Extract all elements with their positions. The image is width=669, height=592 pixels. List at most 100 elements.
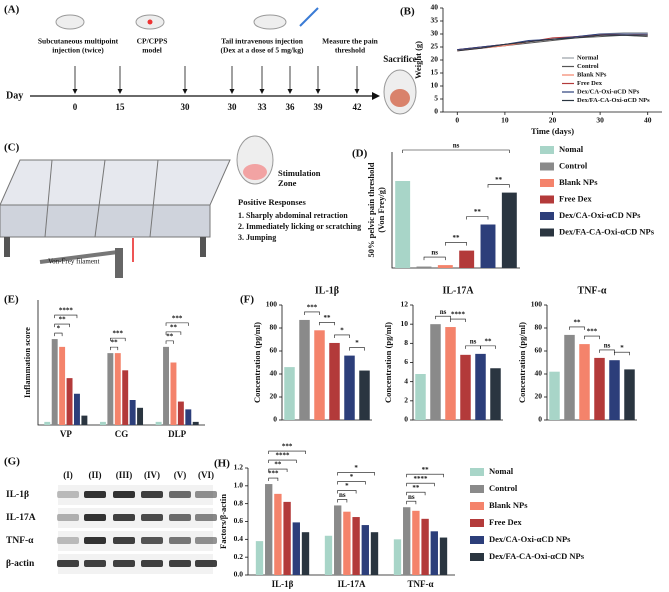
end-label: Sacrifice [383, 54, 416, 64]
row-label: β-actin [6, 559, 35, 569]
blot-art [58, 485, 213, 574]
bar [490, 368, 501, 420]
x-axis-label: Time (days) [531, 126, 574, 136]
sig-bracket [450, 318, 466, 323]
sig-label: **** [451, 311, 466, 319]
y-tick-label: 0 [538, 415, 542, 424]
sig-label: ** [574, 319, 582, 327]
legend-swatch [540, 195, 554, 204]
blot-band [169, 560, 191, 567]
day-arrow-head [354, 89, 360, 94]
blot-band [113, 537, 135, 544]
sig-bracket [406, 482, 435, 487]
bar [299, 319, 310, 420]
bar [412, 510, 420, 575]
day-tick-label: 15 [116, 102, 126, 112]
legend-label: Dex/FA-CA-Oxi-αCD NPs [559, 226, 655, 236]
y-tick-label: 10 [431, 81, 439, 90]
bar [44, 421, 51, 425]
bar [324, 535, 333, 575]
y-axis-label: Inflammation score [22, 327, 32, 398]
sig-bracket [465, 345, 481, 349]
bar [359, 370, 370, 420]
sig-label: **** [276, 452, 291, 460]
y-axis-label: 50% pelvic pain threshold [366, 162, 376, 257]
legend-swatch [470, 502, 484, 510]
bar [395, 181, 411, 268]
x-tick-label: 20 [549, 116, 557, 125]
y-tick-label: 0.8 [234, 498, 244, 507]
bar [480, 224, 496, 268]
blot-band [84, 560, 106, 567]
blot-band [195, 514, 217, 521]
legend-label: Nomal [489, 466, 514, 476]
sig-bracket [402, 149, 510, 153]
sig-label: ns [431, 249, 438, 257]
y-tick-label: 60 [535, 346, 543, 355]
y-tick-label: 0 [273, 415, 277, 424]
x-tick-label: 10 [501, 116, 509, 125]
sig-label: **** [59, 307, 74, 315]
sig-label: **** [414, 475, 429, 483]
sig-bracket [337, 481, 366, 485]
bar [624, 369, 635, 420]
bar [579, 344, 590, 420]
sig-bracket [268, 477, 279, 482]
y-axis-label: Concentration (pg/ml) [383, 322, 393, 403]
row-label: IL-1β [6, 490, 29, 500]
y-tick-label: 6 [404, 357, 408, 366]
sig-label: ** [170, 323, 178, 331]
sig-bracket [614, 351, 630, 356]
y-tick-label: 40 [535, 369, 543, 378]
bar [475, 353, 486, 420]
panel-label: (B) [400, 6, 415, 18]
y-tick-label: 5 [434, 94, 438, 103]
y-tick-label: 0 [404, 415, 408, 424]
zone-label: Zone [278, 178, 297, 188]
legend-label: Control [489, 483, 518, 493]
bar [437, 265, 453, 268]
bar [439, 537, 448, 575]
legend-label: Dex/FA-CA-Oxi-αCD NPs [489, 551, 585, 561]
response-item: 1. Sharply abdominal retraction [238, 211, 348, 220]
blot-band [84, 514, 106, 521]
y-tick-label: 30 [431, 29, 439, 38]
legend-label: Free Dex [577, 80, 603, 87]
day-arrow-head [315, 89, 321, 94]
step-label: Tail intravenous injection [221, 37, 304, 46]
bar [163, 346, 170, 425]
x-tick-label: IL-17A [337, 579, 366, 589]
day-arrow-head [182, 89, 188, 94]
sig-bracket [268, 450, 306, 455]
blot-band [57, 491, 79, 498]
sig-label: ** [274, 461, 282, 469]
y-tick-label: 10 [401, 319, 409, 328]
blot-band [141, 514, 163, 521]
blot-band [195, 560, 217, 567]
bar [99, 421, 106, 425]
sig-label: ** [111, 339, 119, 347]
response-item: 2. Immediately licking or scratching [238, 222, 361, 231]
blot-band [113, 514, 135, 521]
bar [114, 353, 121, 425]
y-tick-label: 2 [404, 396, 408, 405]
y-tick-label: 100 [531, 300, 543, 309]
axes [412, 305, 503, 421]
step-label: injection (twice) [52, 46, 104, 55]
sig-label: *** [268, 470, 279, 478]
sig-label: * [350, 473, 354, 481]
bar [334, 505, 342, 575]
y-axis-label: Factors/β-actin [218, 494, 228, 549]
sig-label: ** [422, 466, 430, 474]
chart-title: IL-17A [442, 285, 474, 296]
day-arrow-head [229, 89, 235, 94]
axes [546, 305, 637, 421]
step-label: Measure the pain [322, 37, 379, 46]
legend-swatch [470, 468, 484, 476]
y-tick-label: 4 [404, 376, 408, 385]
sig-bracket [435, 315, 451, 320]
y-tick-label: 25 [431, 42, 439, 51]
bar [370, 532, 379, 575]
y-tick-label: 80 [535, 323, 543, 332]
sig-bracket [110, 346, 119, 351]
